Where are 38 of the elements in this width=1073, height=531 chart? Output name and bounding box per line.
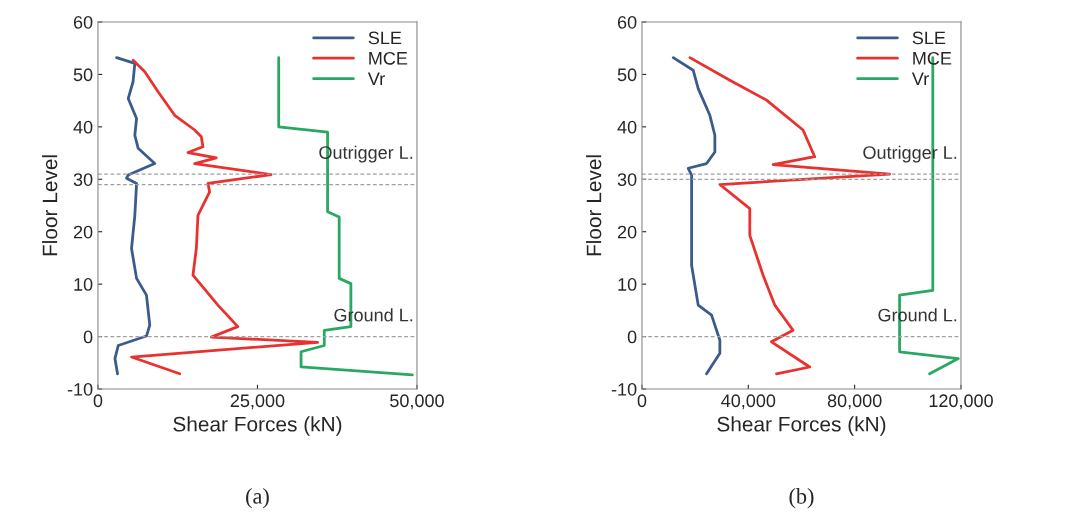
- x-axis-title: Shear Forces (kN): [173, 416, 342, 436]
- x-tick-label: 40,000: [721, 394, 776, 410]
- legend-label: Vr: [911, 72, 929, 85]
- y-tick-label: 50: [73, 68, 93, 82]
- legend-label: MCE: [369, 51, 408, 65]
- legend-label: MCE: [913, 51, 952, 65]
- line-series: [671, 56, 722, 376]
- y-tick-label: -10: [67, 382, 93, 396]
- line-series: [130, 58, 319, 376]
- x-tick-label: 120,000: [929, 394, 993, 410]
- y-tick-label: 60: [617, 15, 637, 29]
- y-tick-label: 40: [617, 120, 637, 134]
- y-tick-label: 30: [73, 173, 93, 186]
- legend-label: SLE: [368, 31, 402, 45]
- legend-label: SLE: [912, 31, 946, 45]
- legend-label: Vr: [367, 72, 385, 85]
- line-series: [113, 56, 157, 376]
- x-axis-title: Shear Forces (kN): [717, 416, 886, 436]
- text: (b): [789, 488, 814, 509]
- y-tick-label: 50: [617, 68, 637, 82]
- x-tick-label: 50,000: [390, 394, 444, 410]
- y-tick-label: 20: [73, 225, 93, 239]
- y-tick-label: 10: [618, 278, 637, 291]
- x-tick-label: 0: [93, 394, 103, 408]
- y-tick-label: 20: [617, 225, 637, 239]
- y-tick-label: 40: [73, 120, 93, 134]
- y-tick-label: -10: [611, 382, 637, 396]
- y-axis-title: Floor Level: [42, 155, 58, 256]
- y-tick-label: 30: [617, 173, 637, 186]
- y-axis-title: Floor Level: [586, 155, 602, 256]
- x-tick-label: 80,000: [827, 394, 882, 410]
- y-tick-label: 10: [74, 278, 93, 291]
- x-tick-label: 25,000: [230, 394, 285, 410]
- y-tick-label: 0: [83, 330, 93, 344]
- x-tick-label: 0: [637, 394, 647, 408]
- y-tick-label: 0: [627, 330, 637, 344]
- y-tick-label: 60: [73, 15, 93, 29]
- text: (a): [246, 488, 269, 509]
